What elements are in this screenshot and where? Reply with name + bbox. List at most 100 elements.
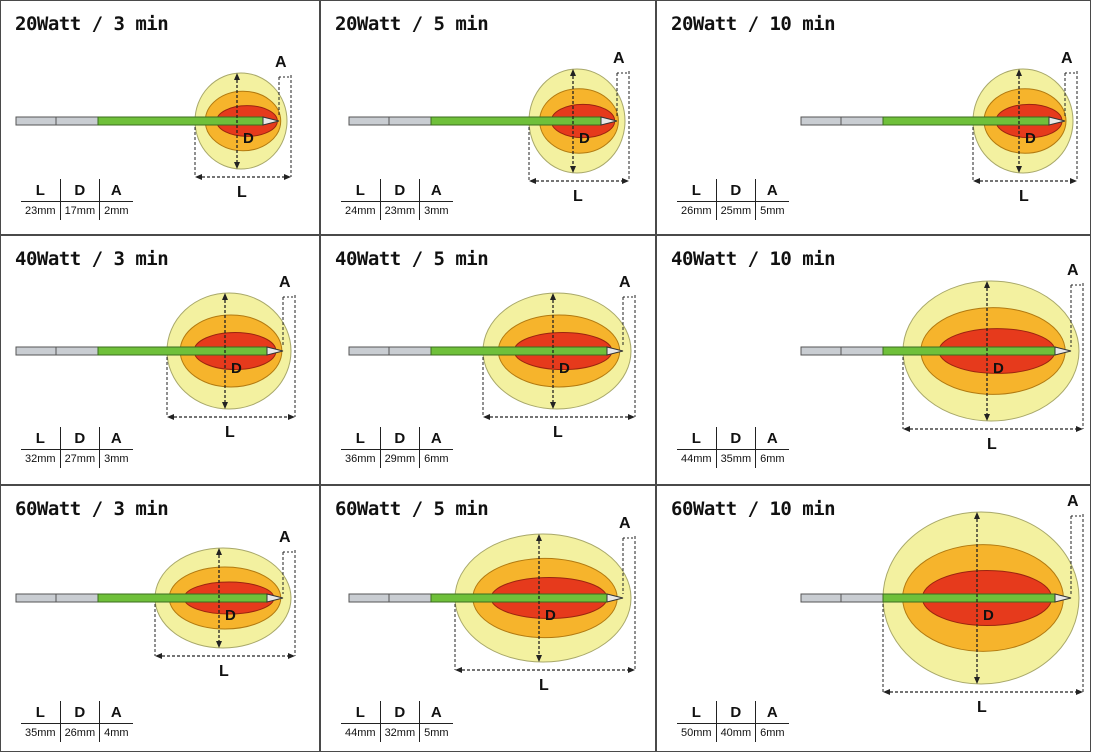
- header-diameter: D: [59, 427, 100, 450]
- header-diameter: D: [59, 701, 100, 724]
- value-l: 44mm: [681, 453, 712, 465]
- panel-8: D L A 60Watt / 5 min L D A 44mm 32mm 5mm: [320, 485, 656, 752]
- value-d: 25mm: [715, 201, 756, 220]
- header-length: L: [341, 179, 381, 202]
- measurement-table: L D A 23mm 17mm 2mm: [21, 179, 133, 220]
- panel-title: 20Watt / 3 min: [15, 13, 169, 35]
- applicator-needle: [97, 346, 268, 356]
- value-d: 32mm: [379, 723, 420, 742]
- value-l: 35mm: [25, 727, 56, 739]
- ahead-label: A: [1067, 262, 1079, 279]
- diameter-label: D: [559, 360, 570, 377]
- panel-title: 60Watt / 5 min: [335, 498, 489, 520]
- panel-title: 40Watt / 5 min: [335, 248, 489, 270]
- header-length: L: [21, 701, 61, 724]
- value-l: 32mm: [25, 453, 56, 465]
- panel-title: 60Watt / 3 min: [15, 498, 169, 520]
- applicator-needle: [882, 593, 1056, 603]
- length-label: L: [219, 663, 229, 680]
- length-label: L: [987, 436, 997, 453]
- measurement-table: L D A 24mm 23mm 3mm: [341, 179, 453, 220]
- ablation-diagram: DLA: [800, 50, 1078, 205]
- length-label: L: [553, 424, 563, 441]
- applicator-needle: [430, 116, 602, 126]
- diameter-label: D: [579, 130, 590, 147]
- ablation-diagram: DLA: [800, 493, 1084, 716]
- header-ahead: A: [99, 179, 133, 202]
- header-diameter: D: [379, 701, 420, 724]
- applicator-needle: [97, 593, 268, 603]
- applicator-handle: [348, 593, 432, 603]
- header-length: L: [677, 427, 717, 450]
- needle-tip: [600, 116, 618, 126]
- value-d: 35mm: [715, 449, 756, 468]
- length-label: L: [573, 188, 583, 205]
- value-d: 26mm: [59, 723, 100, 742]
- header-length: L: [677, 179, 717, 202]
- ablation-diagram: D L A: [348, 274, 636, 441]
- panel-title: 40Watt / 3 min: [15, 248, 169, 270]
- diameter-label: D: [993, 360, 1004, 377]
- panel-1: D L A 20Watt / 3 min L D A 23mm 17mm 2mm: [0, 0, 320, 235]
- value-a: 6mm: [755, 449, 789, 468]
- header-length: L: [677, 701, 717, 724]
- value-a: 6mm: [419, 449, 453, 468]
- diameter-label: D: [243, 130, 254, 147]
- needle-tip: [262, 116, 280, 126]
- diameter-label: D: [225, 607, 236, 624]
- needle-tip: [1054, 346, 1072, 356]
- value-d: 23mm: [379, 201, 420, 220]
- measurement-table: L D A 44mm 32mm 5mm: [341, 701, 453, 742]
- header-diameter: D: [715, 701, 756, 724]
- measurement-table: L D A 36mm 29mm 6mm: [341, 427, 453, 468]
- applicator-handle: [15, 593, 99, 603]
- value-a: 2mm: [99, 201, 133, 220]
- value-l: 26mm: [681, 205, 712, 217]
- ahead-label: A: [619, 274, 631, 291]
- ahead-label: A: [279, 274, 291, 291]
- value-d: 29mm: [379, 449, 420, 468]
- value-l: 50mm: [681, 727, 712, 739]
- ablation-diagram: D L A: [800, 262, 1084, 453]
- applicator-handle: [800, 593, 884, 603]
- panel-2: D L A 20Watt / 5 min L D A 24mm 23mm 3mm: [320, 0, 656, 235]
- applicator-needle: [97, 116, 264, 126]
- header-diameter: D: [59, 179, 100, 202]
- panel-title: 60Watt / 10 min: [671, 498, 836, 520]
- header-ahead: A: [99, 427, 133, 450]
- applicator-needle: [430, 593, 608, 603]
- panel-9: D L A 60Watt / 10 min L D A 50mm 40mm 6mm: [656, 485, 1091, 752]
- needle-tip: [1048, 116, 1066, 126]
- value-d: 40mm: [715, 723, 756, 742]
- header-ahead: A: [419, 179, 453, 202]
- header-ahead: A: [755, 701, 789, 724]
- needle-tip: [266, 593, 284, 603]
- length-label: L: [977, 699, 987, 716]
- ablation-diagram: DLA: [348, 515, 636, 694]
- applicator-handle: [15, 116, 99, 126]
- ahead-label: A: [279, 529, 291, 546]
- length-label: L: [539, 677, 549, 694]
- panel-title: 20Watt / 5 min: [335, 13, 489, 35]
- panel-title: 20Watt / 10 min: [671, 13, 836, 35]
- panel-5: D L A 40Watt / 5 min L D A 36mm 29mm 6mm: [320, 235, 656, 485]
- ahead-label: A: [1067, 493, 1079, 510]
- header-ahead: A: [419, 701, 453, 724]
- measurement-table: L D A 35mm 26mm 4mm: [21, 701, 133, 742]
- panel-6: D L A 40Watt / 10 min L D A 44mm 35mm 6mm: [656, 235, 1091, 485]
- length-label: L: [225, 424, 235, 441]
- needle-tip: [606, 593, 624, 603]
- header-diameter: D: [379, 179, 420, 202]
- diameter-label: D: [231, 360, 242, 377]
- applicator-handle: [800, 116, 884, 126]
- applicator-needle: [430, 346, 608, 356]
- value-l: 44mm: [345, 727, 376, 739]
- length-label: L: [237, 184, 247, 201]
- diameter-label: D: [1025, 130, 1036, 147]
- applicator-handle: [348, 346, 432, 356]
- value-a: 3mm: [419, 201, 453, 220]
- measurement-table: L D A 44mm 35mm 6mm: [677, 427, 789, 468]
- length-label: L: [1019, 188, 1029, 205]
- ablation-diagram: D L A: [15, 54, 292, 201]
